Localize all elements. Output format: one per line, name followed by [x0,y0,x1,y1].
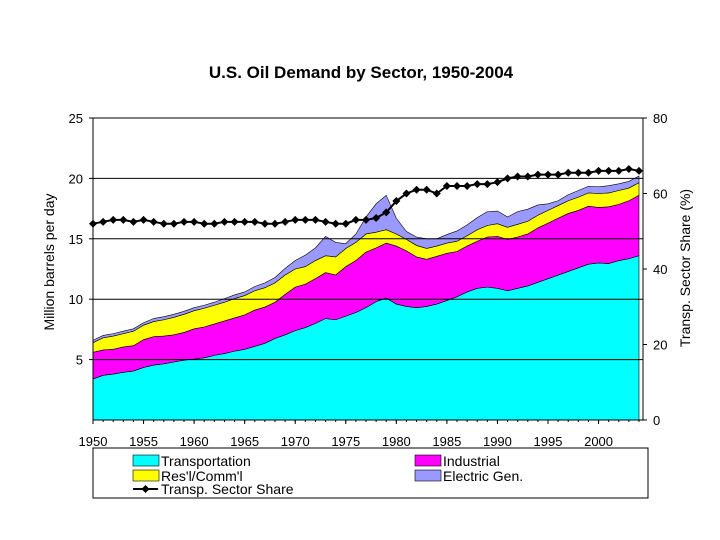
y-axis-label: Million barrels per day [41,194,57,331]
legend-marker [141,485,150,493]
legend-swatch [414,469,442,482]
share-marker [291,215,300,224]
share-marker [554,170,563,179]
x-tick-label: 1975 [331,434,360,449]
area-electric-gen- [92,175,640,344]
y2-tick-label: 0 [653,413,660,428]
share-marker [351,215,360,224]
share-marker [109,215,118,224]
legend-label: Transportation [161,453,251,469]
share-marker [230,217,239,226]
share-marker [220,217,229,226]
y2-tick-label: 40 [653,262,667,277]
share-marker [250,217,259,226]
y-tick-label: 10 [69,292,83,307]
legend: Transportation Industrial Res'l/Comm'l Elec… [92,447,649,499]
share-marker [321,217,330,226]
share-marker [604,166,613,175]
share-marker [422,185,431,194]
legend-label: Electric Gen. [443,468,523,484]
x-tick-label: 1990 [483,434,512,449]
legend-box [92,447,649,499]
share-marker [635,166,643,175]
share-marker [503,174,512,183]
share-marker [483,180,492,189]
plot-area: 5 10 15 20 25 0 20 40 60 80 1950 1955 1960 1965 1970 19… [69,111,668,449]
chart-title: U.S. Oil Demand by Sector, 1950-2004 [209,63,514,82]
share-marker [513,172,522,181]
share-marker [159,219,168,228]
x-tick-label: 1985 [432,434,461,449]
y-tick-label: 25 [69,111,83,126]
legend-label: Industrial [443,453,500,469]
share-marker [240,217,249,226]
legend-swatch [414,454,442,467]
share-marker [119,215,128,224]
share-marker [584,168,593,177]
share-marker [473,180,482,189]
share-marker [129,217,138,226]
legend-label: Transp. Sector Share [161,481,294,497]
share-marker [493,178,502,187]
x-tick-label: 1980 [382,434,411,449]
share-marker [614,166,623,175]
share-marker [412,185,421,194]
y-tick-label: 15 [69,232,83,247]
x-tick-label: 1970 [281,434,310,449]
legend-swatch [132,469,160,482]
share-marker [311,215,320,224]
share-marker [341,219,350,228]
y-tick-label: 5 [76,353,83,368]
x-tick-label: 1995 [534,434,563,449]
x-tick-label: 1950 [79,434,108,449]
share-marker [372,214,381,223]
share-marker [169,219,178,228]
x-tick-label: 2000 [584,434,613,449]
share-marker [362,215,370,224]
y2-axis-label: Transp. Sector Share (%) [677,189,693,347]
share-marker [180,217,188,226]
share-marker [544,170,552,179]
share-marker [382,208,391,217]
share-marker [281,217,290,226]
share-marker [453,181,461,190]
share-marker [533,170,542,179]
share-marker [594,166,603,175]
share-marker [463,181,472,190]
share-marker [442,181,451,190]
x-tick-label: 1965 [230,434,259,449]
share-marker [210,219,219,228]
share-marker [564,168,573,177]
share-marker [331,219,340,228]
share-marker [271,219,279,228]
share-marker [89,219,97,228]
share-marker [432,189,441,198]
x-tick-label: 1960 [180,434,209,449]
share-marker [139,215,148,224]
share-marker [523,172,532,181]
share-marker [149,217,158,226]
legend-swatch [132,454,160,467]
y2-tick-label: 80 [653,111,667,126]
share-marker [392,197,401,206]
share-marker [99,217,108,226]
share-marker [200,219,209,228]
legend-label: Res'l/Comm'l [161,468,243,484]
share-marker [260,219,269,228]
y2-tick-label: 20 [653,338,667,353]
y2-tick-label: 60 [653,187,667,202]
share-marker [574,168,583,177]
x-tick-label: 1955 [129,434,158,449]
share-marker [624,164,633,173]
y-tick-label: 20 [69,171,83,186]
share-marker [190,217,199,226]
share-marker [301,215,310,224]
share-marker [402,189,411,198]
